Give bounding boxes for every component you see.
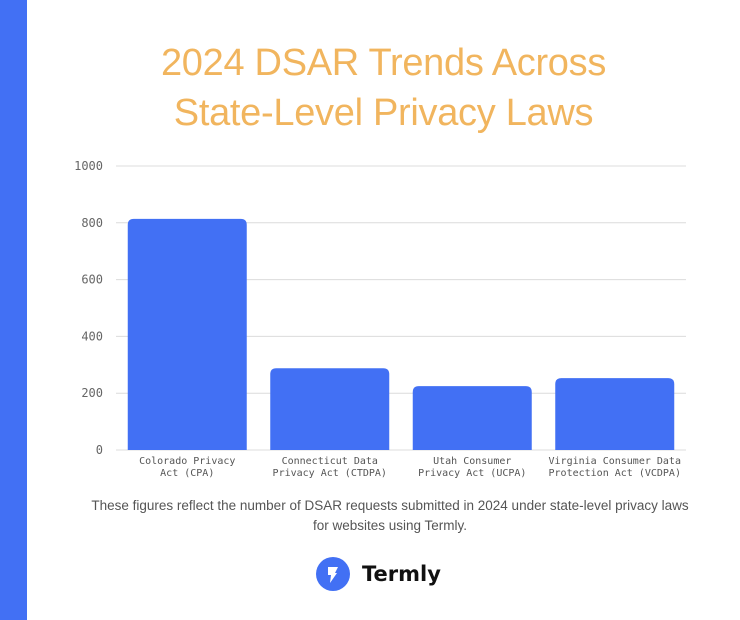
chart-title: 2024 DSAR Trends Across State-Level Priv… (27, 38, 740, 138)
x-tick-label: Virginia Consumer Data (549, 456, 681, 467)
bar (127, 218, 247, 450)
title-line-2: State-Level Privacy Laws (173, 92, 594, 134)
x-tick-label: Privacy Act (UCPA) (418, 468, 526, 479)
termly-logo: Termly (316, 557, 441, 591)
x-tick-label: Privacy Act (CTDPA) (273, 468, 387, 479)
bar (412, 386, 532, 450)
chart-caption: These figures reflect the number of DSAR… (91, 498, 689, 533)
x-tick-label: Act (CPA) (160, 468, 214, 479)
x-tick-label: Colorado Privacy (139, 456, 235, 467)
y-tick-label: 1000 (74, 159, 103, 173)
y-tick-label: 400 (81, 329, 103, 343)
termly-logo-icon (316, 557, 350, 591)
x-tick-label: Protection Act (VCDPA) (549, 468, 681, 479)
accent-stripe (0, 0, 27, 620)
brand-name: Termly (362, 562, 441, 586)
y-tick-label: 0 (96, 443, 103, 457)
y-tick-label: 800 (81, 216, 103, 230)
x-tick-label: Utah Consumer (433, 456, 511, 467)
y-tick-label: 600 (81, 273, 103, 287)
x-tick-label: Connecticut Data (282, 456, 378, 467)
y-tick-label: 200 (81, 386, 103, 400)
bar (270, 368, 390, 450)
bar (555, 378, 675, 450)
title-line-1: 2024 DSAR Trends Across (160, 42, 607, 84)
